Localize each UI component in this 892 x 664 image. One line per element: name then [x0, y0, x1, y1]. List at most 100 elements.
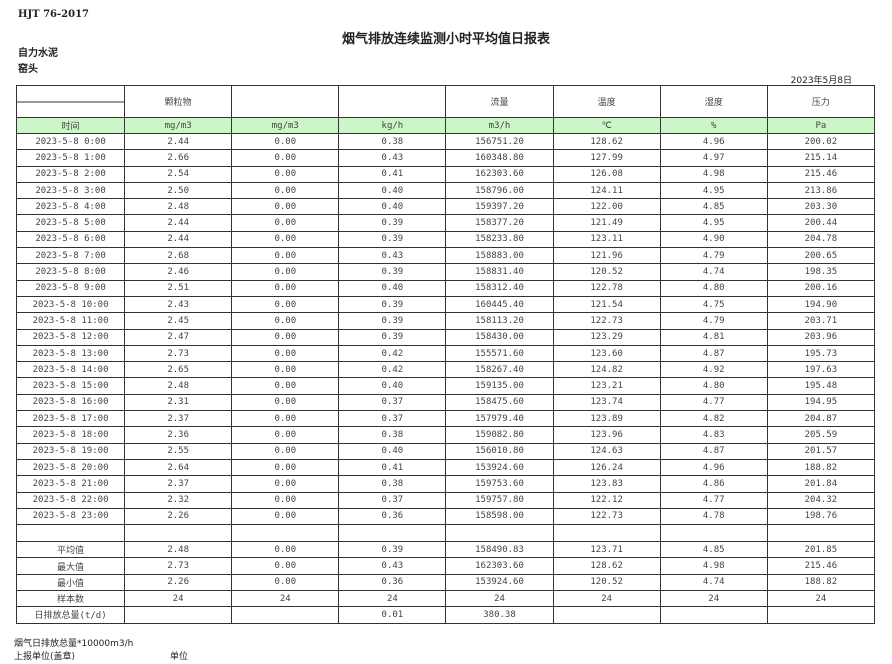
table-row-cell: 126.24: [552, 458, 661, 477]
table-row-cell: 2023-5-8 17:00: [15, 410, 126, 428]
stats-row-cell: 24: [124, 590, 233, 608]
stats-row: 日排放总量(t/d) 0.01 380.38: [15, 606, 876, 624]
table-row-cell: 158831.40: [445, 263, 554, 281]
table-row-cell: 0.40: [338, 279, 447, 297]
table-row: 2023-5-8 0:00 2.44 0.00 0.38 156751.20 128.62…: [15, 132, 876, 151]
table-row-cell: 200.44: [766, 214, 876, 232]
table-row-cell: 2023-5-8 12:00: [15, 328, 126, 346]
table-row-cell: 2.64: [124, 458, 233, 477]
table-row-cell: 0.37: [338, 393, 447, 412]
table-row-cell: 2.47: [124, 328, 233, 346]
table-row-cell: 2023-5-8 6:00: [15, 230, 126, 249]
table-row-cell: 0.00: [231, 475, 340, 493]
table-row-cell: 0.00: [231, 263, 340, 281]
table-row: 2023-5-8 17:00 2.37 0.00 0.37 157979.40 123.8…: [15, 410, 876, 428]
table-row-cell: 4.92: [659, 361, 768, 379]
footer-reporter: 上报单位(盖章): [14, 652, 76, 662]
stats-row-cell: 4.85: [659, 541, 768, 559]
table-row-cell: 4.80: [659, 279, 768, 297]
stats-row-cell: 158490.83: [445, 541, 554, 559]
stats-row-cell: 0.36: [338, 573, 447, 592]
table-row-cell: 0.00: [231, 393, 340, 412]
table-row-cell: 123.60: [552, 344, 661, 363]
unit-row: 时间 mg/m3 mg/m3 kg/h m3/h ℃% Pa: [15, 117, 876, 134]
table-row-cell: 0.41: [338, 165, 447, 183]
header-row-cell: 压力: [766, 85, 876, 118]
unit-row-cell: Pa: [766, 117, 876, 134]
table-row-cell: 200.65: [766, 247, 876, 265]
table-row-cell: 201.57: [766, 442, 876, 460]
location-name: 窑头: [18, 64, 38, 75]
table-row: 2023-5-8 18:00 2.36 0.00 0.38 159082.80 123.9…: [15, 426, 876, 444]
stats-row-cell: [659, 606, 768, 624]
table-row-cell: 4.95: [659, 214, 768, 232]
header-row-cell: 温度: [552, 85, 661, 118]
table-row-cell: 195.48: [766, 377, 876, 395]
table-row-cell: 160348.80: [445, 149, 554, 167]
table-row-cell: 4.77: [659, 491, 768, 509]
table-row-cell: 0.00: [231, 198, 340, 216]
table-row-cell: 157979.40: [445, 410, 554, 428]
stats-row-cell: 123.71: [552, 541, 661, 559]
report-date: 2023年5月8日: [790, 76, 852, 86]
table-row-cell: 4.81: [659, 328, 768, 346]
table-row-cell: 2023-5-8 18:00: [15, 426, 126, 444]
table-row-cell: 159753.60: [445, 475, 554, 493]
table-row-cell: 2023-5-8 3:00: [15, 181, 126, 200]
table-row-cell: 0.00: [231, 458, 340, 477]
unit-row-cell: %: [659, 117, 768, 134]
table-row-cell: 4.86: [659, 475, 768, 493]
table-row-cell: 4.96: [659, 132, 768, 151]
blank-row-cell: [659, 524, 768, 543]
table-row-cell: 2.68: [124, 247, 233, 265]
table-row-cell: 4.97: [659, 149, 768, 167]
table-row-cell: 0.38: [338, 426, 447, 444]
table-row-cell: 122.00: [552, 198, 661, 216]
table-row-cell: 205.59: [766, 426, 876, 444]
header-row-cell: [231, 85, 340, 118]
table-row-cell: 156751.20: [445, 132, 554, 151]
table-row-cell: 0.39: [338, 312, 447, 330]
stats-row-cell: 24: [338, 590, 447, 608]
table-row-cell: 123.21: [552, 377, 661, 395]
table-row-cell: 121.49: [552, 214, 661, 232]
blank-row-cell: [231, 524, 340, 543]
table-row-cell: 158598.00: [445, 507, 554, 526]
table-row: 2023-5-8 6:00 2.44 0.00 0.39 158233.80 123.11…: [15, 230, 876, 249]
table-row: 2023-5-8 1:00 2.66 0.00 0.43 160348.80 127.99…: [15, 149, 876, 167]
table-row-cell: 198.35: [766, 263, 876, 281]
table-row-cell: 194.90: [766, 295, 876, 314]
table-row-cell: 124.63: [552, 442, 661, 460]
table-row-cell: 2023-5-8 0:00: [15, 132, 126, 151]
table-row-cell: 4.90: [659, 230, 768, 249]
stats-row: 最大值 2.73 0.00 0.43 162303.60 128.62 4.98 215.46: [15, 557, 876, 575]
table-row-cell: 0.37: [338, 491, 447, 509]
table-row-cell: 160445.40: [445, 295, 554, 314]
table-row-cell: 2023-5-8 1:00: [15, 149, 126, 167]
table-row-cell: 4.98: [659, 165, 768, 183]
footer-unit: 单位: [170, 652, 189, 662]
table-row-cell: 0.38: [338, 475, 447, 493]
unit-row-cell: ℃: [552, 117, 661, 134]
stats-row-cell: 样本数: [15, 590, 126, 608]
table-row-cell: 2023-5-8 8:00: [15, 263, 126, 281]
table-row-cell: 4.82: [659, 410, 768, 428]
table-row-cell: 0.40: [338, 442, 447, 460]
table-row-cell: 122.12: [552, 491, 661, 509]
table-row-cell: 2023-5-8 19:00: [15, 442, 126, 460]
table-row-cell: 124.11: [552, 181, 661, 200]
table-row-cell: 0.00: [231, 328, 340, 346]
table-row-cell: 204.87: [766, 410, 876, 428]
table-row-cell: 2.50: [124, 181, 233, 200]
table-row-cell: 0.00: [231, 344, 340, 363]
table-row-cell: 123.11: [552, 230, 661, 249]
table-row-cell: 4.79: [659, 312, 768, 330]
table-row-cell: 0.38: [338, 132, 447, 151]
table-row-cell: 158113.20: [445, 312, 554, 330]
table-row-cell: 4.95: [659, 181, 768, 200]
table-row-cell: 126.08: [552, 165, 661, 183]
table-row-cell: 2.32: [124, 491, 233, 509]
table-row-cell: 201.84: [766, 475, 876, 493]
table-row-cell: 2.26: [124, 507, 233, 526]
table-row-cell: 4.74: [659, 263, 768, 281]
